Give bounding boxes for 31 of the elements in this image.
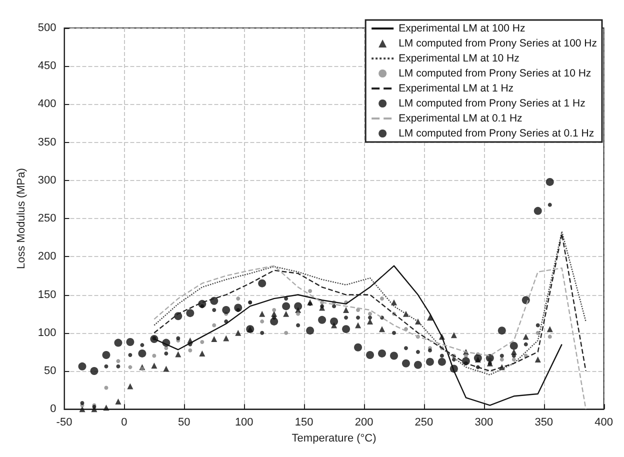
y-tick-label: 200 bbox=[38, 250, 56, 263]
legend-label: LM computed from Prony Series at 10 Hz bbox=[398, 68, 592, 80]
x-tick-label: -50 bbox=[56, 416, 72, 429]
x-tick-label: 400 bbox=[594, 416, 614, 429]
legend-label: LM computed from Prony Series at 1 Hz bbox=[398, 98, 586, 110]
x-tick-label: 200 bbox=[354, 416, 374, 429]
y-tick-label: 400 bbox=[38, 98, 56, 110]
x-tick-label: 0 bbox=[121, 416, 128, 429]
y-tick-label: 500 bbox=[38, 22, 56, 34]
y-tick-label: 300 bbox=[38, 174, 56, 186]
legend-label: LM computed from Prony Series at 100 Hz bbox=[398, 38, 598, 50]
y-tick-label: 150 bbox=[38, 288, 56, 301]
y-tick-label: 0 bbox=[50, 403, 56, 416]
y-tick-label: 450 bbox=[38, 60, 56, 72]
legend-label: Experimental LM at 0.1 Hz bbox=[398, 112, 522, 124]
x-axis-title: Temperature (°C) bbox=[292, 432, 376, 444]
y-tick-label: 250 bbox=[38, 212, 56, 225]
x-tick-label: 50 bbox=[178, 416, 190, 429]
legend-label: LM computed from Prony Series at 0.1 Hz bbox=[398, 128, 594, 140]
x-tick-label: 300 bbox=[474, 416, 494, 429]
x-tick-label: 100 bbox=[234, 416, 254, 429]
x-tick-label: 150 bbox=[294, 416, 314, 429]
y-tick-label: 50 bbox=[44, 364, 56, 377]
x-tick-label: 250 bbox=[414, 416, 434, 429]
y-tick-label: 350 bbox=[38, 136, 56, 148]
y-tick-label: 100 bbox=[38, 326, 56, 339]
legend-label: Experimental LM at 1 Hz bbox=[398, 82, 514, 94]
legend-label: Experimental LM at 10 Hz bbox=[398, 52, 520, 64]
y-axis-title: Loss Modulus (MPa) bbox=[16, 168, 28, 269]
x-tick-label: 350 bbox=[534, 416, 554, 429]
legend-label: Experimental LM at 100 Hz bbox=[398, 22, 526, 34]
